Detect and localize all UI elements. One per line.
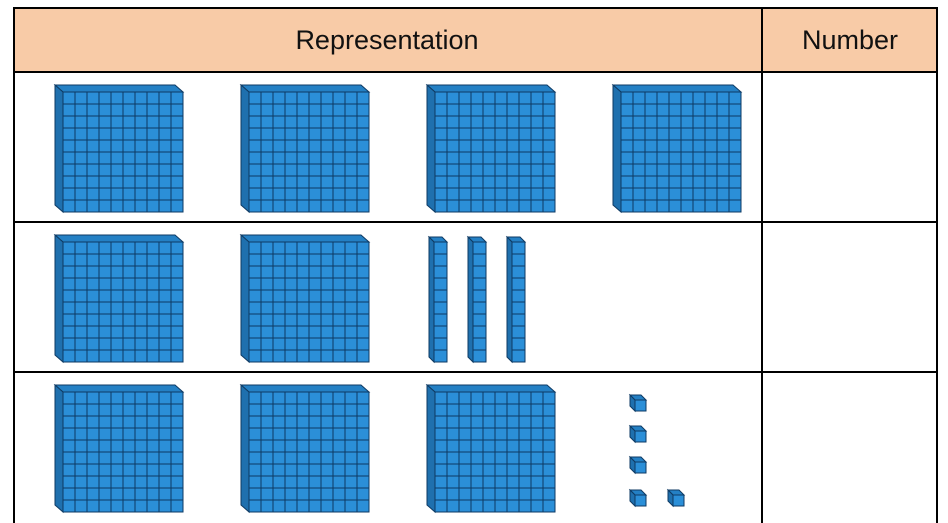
- header-representation: Representation: [295, 25, 478, 55]
- ten-rod: [506, 236, 526, 363]
- hundred-flat: [426, 384, 556, 513]
- table-rules: [13, 7, 938, 523]
- hundred-flat: [54, 384, 184, 513]
- ten-rod: [428, 236, 448, 363]
- unit-cube: [629, 489, 647, 507]
- unit-cube: [629, 456, 647, 474]
- row-3-blocks: [54, 384, 685, 513]
- header-number: Number: [802, 25, 898, 55]
- hundred-flat: [426, 84, 556, 213]
- row-1-blocks: [54, 84, 742, 213]
- header-row: [13, 8, 938, 72]
- hundred-flat: [240, 384, 370, 513]
- hundred-flat: [54, 234, 184, 363]
- hundred-flat: [240, 84, 370, 213]
- unit-cube: [667, 489, 685, 507]
- unit-cube: [629, 425, 647, 443]
- unit-cube: [629, 394, 647, 412]
- hundred-flat: [612, 84, 742, 213]
- row-2-blocks: [54, 234, 526, 363]
- hundred-flat: [54, 84, 184, 213]
- hundred-flat: [240, 234, 370, 363]
- ten-rod: [467, 236, 487, 363]
